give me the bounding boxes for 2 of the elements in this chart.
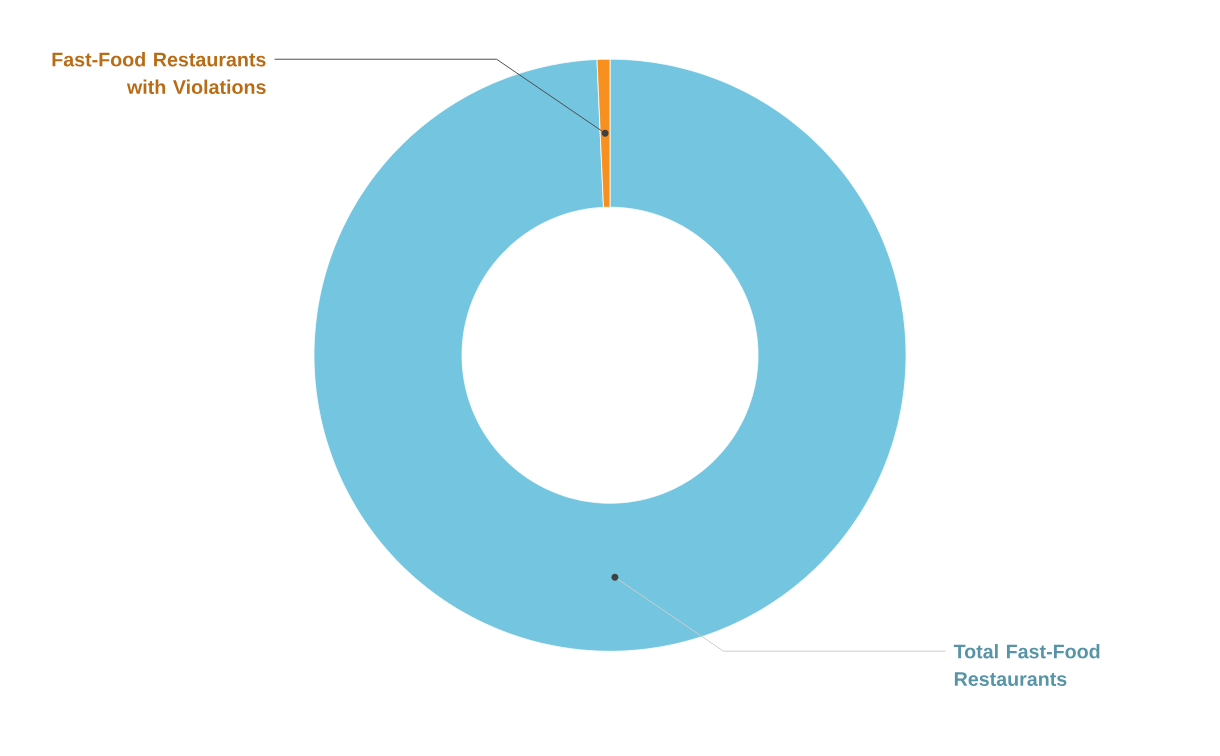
slice-label: Fast-Food Restaurants with Violations (52, 52, 266, 95)
slice-label: Total Fast-Food Restaurants (953, 644, 1100, 687)
